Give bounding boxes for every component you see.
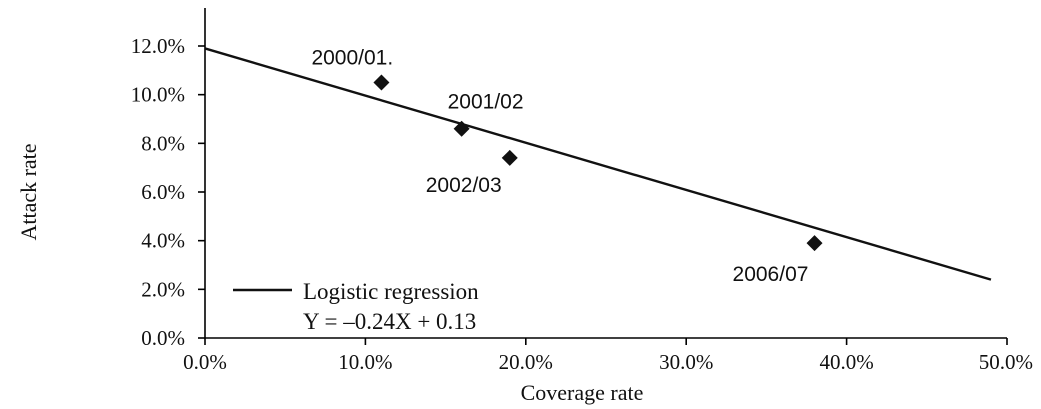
data-point-marker (453, 120, 470, 137)
data-point-label: 2001/02 (448, 91, 524, 114)
y-ticks: 0.0% 2.0% 4.0% 6.0% 8.0% 10.0% 12.0% (131, 34, 205, 350)
y-tick-label: 8.0% (141, 131, 185, 155)
axes (204, 8, 1007, 339)
x-tick-label: 50.0% (979, 350, 1033, 374)
y-tick-label: 4.0% (141, 229, 185, 253)
legend-label: Logistic regression (303, 279, 479, 304)
data-point-label: 2000/01. (311, 47, 393, 70)
y-tick-label: 2.0% (141, 277, 185, 301)
x-tick-label: 10.0% (338, 350, 392, 374)
y-tick-label: 0.0% (141, 326, 185, 350)
x-tick-label: 30.0% (659, 350, 713, 374)
data-point-marker (373, 74, 390, 91)
legend: Logistic regression Y = –0.24X + 0.13 (233, 279, 479, 334)
data-point-label: 2006/07 (733, 263, 809, 286)
data-point-label: 2002/03 (426, 174, 502, 197)
y-tick-label: 10.0% (131, 83, 185, 107)
x-ticks: 0.0% 10.0% 20.0% 30.0% 40.0% 50.0% (183, 338, 1033, 374)
x-tick-label: 40.0% (819, 350, 873, 374)
y-tick-label: 12.0% (131, 34, 185, 58)
regression-line (204, 47, 992, 281)
legend-equation: Y = –0.24X + 0.13 (303, 309, 476, 334)
data-point-marker (806, 235, 823, 252)
x-tick-label: 0.0% (183, 350, 227, 374)
x-tick-label: 20.0% (499, 350, 553, 374)
x-axis-title: Coverage rate (521, 380, 644, 405)
data-point-marker (501, 149, 518, 166)
data-points: 2000/01. 2001/02 2002/03 2006/07 (311, 47, 823, 286)
y-axis-title: Attack rate (16, 143, 41, 240)
y-tick-label: 6.0% (141, 180, 185, 204)
